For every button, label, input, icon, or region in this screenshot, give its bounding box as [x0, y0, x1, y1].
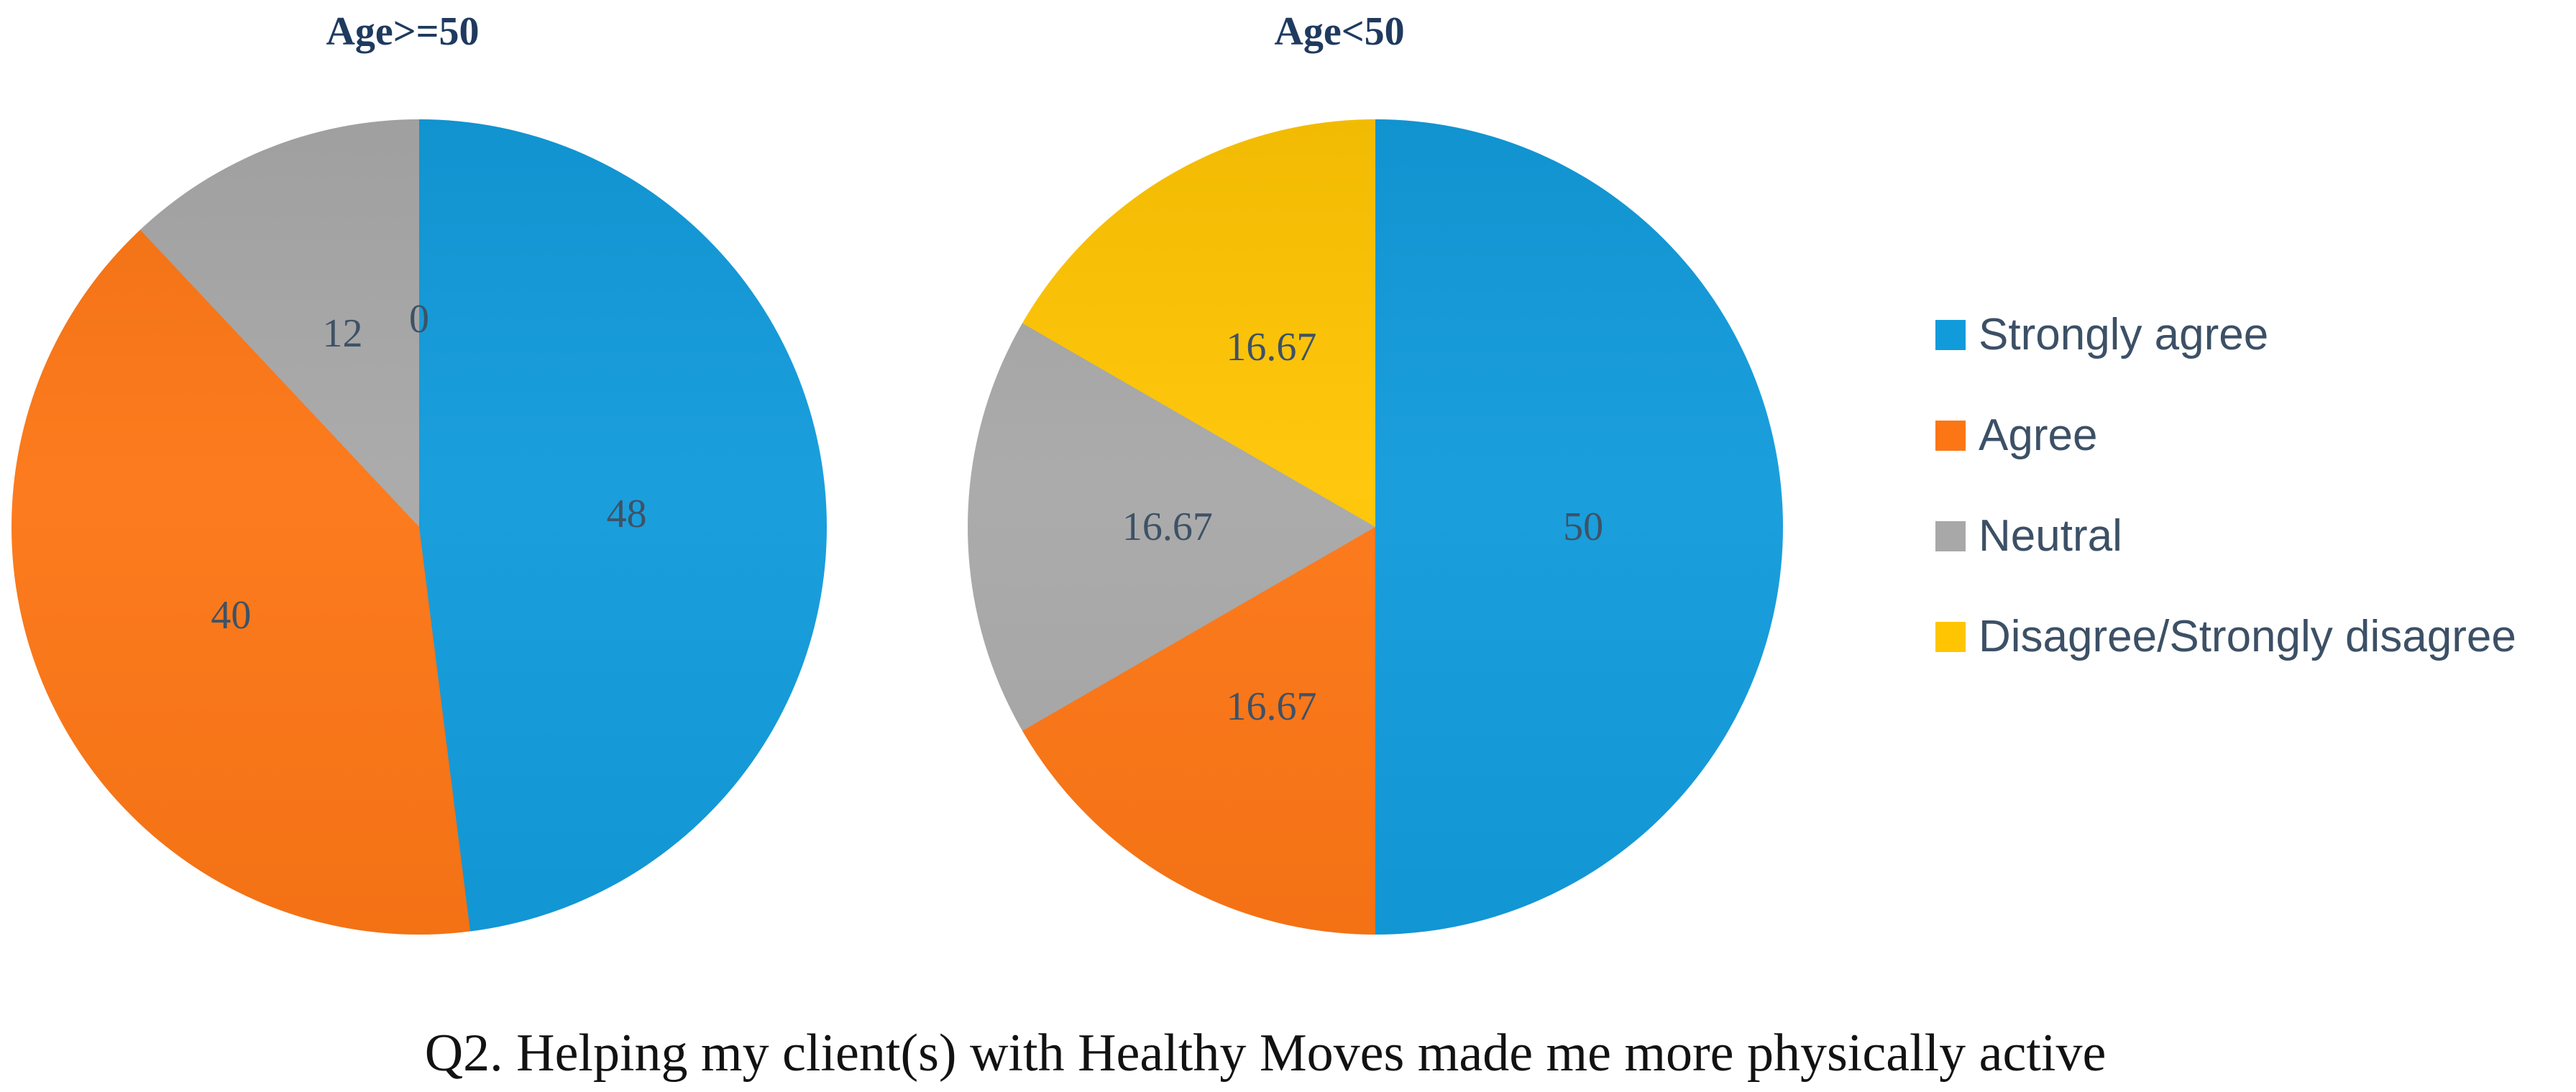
pie-value-label: 40 [211, 593, 252, 638]
pie-value-label: 16.67 [1226, 684, 1317, 730]
legend-marker-neutral [1935, 521, 1966, 551]
pie-value-label: 12 [322, 311, 363, 357]
pie-chart-age-gte-50: 48 40 12 0 [12, 119, 827, 935]
legend-marker-disagree [1935, 622, 1966, 652]
pie-title-age-gte-50: Age>=50 [326, 9, 480, 54]
legend: Strongly agree Agree Neutral Disagree/St… [1935, 312, 2516, 715]
legend-item: Neutral [1935, 513, 2516, 559]
pie-value-label: 0 [409, 296, 429, 341]
legend-label: Disagree/Strongly disagree [1979, 612, 2516, 661]
pie-value-label: 48 [606, 491, 647, 536]
pie-value-label: 50 [1563, 504, 1604, 549]
legend-marker-strongly-agree [1935, 320, 1966, 350]
legend-item: Disagree/Strongly disagree [1935, 614, 2516, 660]
figure-caption: Q2. Helping my client(s) with Healthy Mo… [424, 1024, 2107, 1083]
legend-marker-agree [1935, 421, 1966, 451]
pie-value-label: 16.67 [1122, 505, 1213, 550]
legend-label: Neutral [1979, 511, 2122, 561]
legend-item: Agree [1935, 413, 2516, 459]
pie-chart-age-lt-50: 50 16.67 16.67 16.67 [968, 119, 1783, 935]
legend-label: Strongly agree [1979, 310, 2269, 359]
legend-item: Strongly agree [1935, 312, 2516, 358]
legend-label: Agree [1979, 410, 2098, 460]
pie-value-label: 16.67 [1226, 324, 1317, 370]
pie-title-age-lt-50: Age<50 [1274, 9, 1405, 54]
